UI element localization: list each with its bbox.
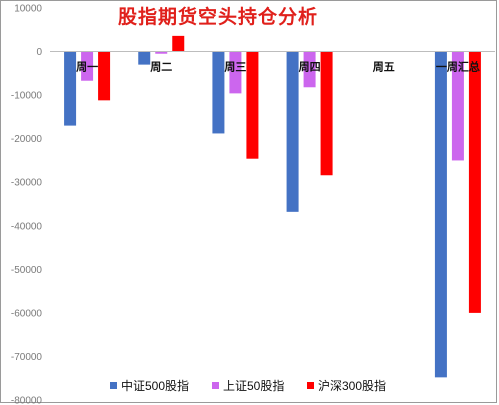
bar [155, 51, 168, 54]
y-tick-label: -40000 [11, 221, 43, 232]
bar [98, 51, 111, 101]
legend-label: 中证500股指 [121, 378, 189, 393]
y-tick-label: -50000 [11, 265, 43, 276]
bar [303, 51, 316, 88]
bar [320, 51, 333, 176]
category-labels: 周一 周二 周三 周四 周五 一周汇总 [76, 60, 480, 74]
bar [138, 51, 151, 65]
legend: 中证500股指 上证50股指 沪深300股指 [110, 378, 386, 393]
x-category-label: 周四 [299, 61, 321, 74]
y-tick-label: -20000 [11, 134, 43, 145]
y-tick-label: -70000 [11, 352, 43, 363]
y-tick-label: -80000 [11, 396, 43, 405]
legend-label: 沪深300股指 [318, 378, 386, 393]
bar [212, 51, 225, 134]
y-tick-label: 10000 [14, 4, 42, 15]
legend-label: 上证50股指 [223, 378, 284, 393]
bar [229, 51, 242, 94]
y-tick-label: -30000 [11, 178, 43, 189]
x-category-label: 一周汇总 [436, 60, 480, 74]
legend-swatch [212, 382, 219, 389]
bar [286, 51, 299, 212]
legend-swatch [110, 382, 117, 389]
bar [172, 35, 185, 52]
chart-title: 股指期货空头持仓分析 [118, 6, 319, 28]
bar [451, 51, 464, 161]
y-axis-labels: 10000 0 -10000 -20000 -30000 -40000 -50000 -600… [11, 4, 43, 405]
y-tick-label: -10000 [11, 91, 43, 102]
x-category-label: 周二 [150, 61, 172, 74]
legend-swatch [307, 382, 314, 389]
x-category-label: 周三 [224, 61, 246, 74]
y-tick-label: 0 [36, 47, 42, 58]
x-category-label: 周五 [373, 61, 395, 74]
bar [246, 51, 259, 159]
y-tick-label: -60000 [11, 308, 43, 319]
bar [434, 51, 447, 378]
bar [468, 51, 481, 313]
bars [64, 35, 481, 378]
bar [64, 51, 77, 126]
bar [81, 51, 94, 81]
x-category-label: 周一 [76, 61, 98, 74]
